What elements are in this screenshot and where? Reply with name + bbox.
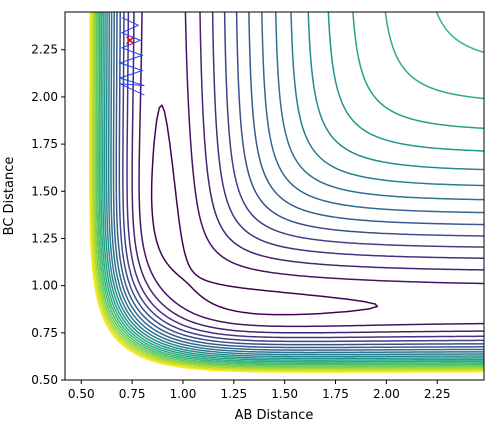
contour-level [98, 12, 484, 364]
contour-level [97, 12, 484, 366]
contour-level [131, 12, 484, 334]
y-axis-title: BC Distance [2, 157, 17, 236]
contour-level [107, 12, 484, 356]
contour-level [105, 12, 484, 358]
y-tick-label: 2.25 [31, 43, 58, 57]
contour-level [118, 12, 484, 346]
y-tick-label: 0.50 [31, 373, 58, 387]
contour-level [100, 12, 484, 363]
x-tick-label: 2.00 [373, 387, 400, 401]
contour-level [112, 12, 484, 351]
trajectory-path [118, 17, 145, 96]
plot-frame [64, 11, 485, 381]
x-tick-label: 0.50 [68, 387, 95, 401]
x-tick-label: 1.25 [220, 387, 247, 401]
x-tick-label: 2.25 [424, 387, 451, 401]
y-tick-label: 1.75 [31, 137, 58, 151]
x-axis-ticks: 0.50 0.75 1.00 1.25 1.50 1.75 2.00 2.25 [68, 380, 451, 401]
x-tick-label: 1.75 [322, 387, 349, 401]
x-tick-label: 0.75 [119, 387, 146, 401]
start-marker [126, 36, 135, 45]
contour-level [115, 12, 484, 349]
contour-level [90, 12, 484, 372]
contour-level [91, 12, 484, 371]
y-tick-label: 0.75 [31, 326, 58, 340]
start-x-mark [126, 36, 135, 45]
contour-level [122, 12, 484, 343]
contour-level [89, 12, 484, 373]
contour-level [95, 12, 484, 367]
contour-lines [89, 12, 484, 373]
contour-level [138, 12, 484, 328]
contour-level [102, 12, 484, 361]
contour-level [150, 104, 379, 316]
x-tick-label: 1.50 [271, 387, 298, 401]
y-tick-label: 2.00 [31, 90, 58, 104]
y-axis-ticks: 0.50 0.75 1.00 1.25 1.50 1.75 2.00 2.25 [31, 43, 65, 387]
y-tick-label: 1.50 [31, 184, 58, 198]
trajectory-line [118, 17, 145, 96]
contour-level [103, 12, 484, 360]
contour-level [92, 12, 484, 370]
contour-level [110, 12, 484, 354]
y-tick-label: 1.25 [31, 231, 58, 245]
contour-level [94, 12, 484, 369]
x-tick-label: 1.00 [170, 387, 197, 401]
y-tick-label: 1.00 [31, 279, 58, 293]
x-axis-title: AB Distance [235, 408, 314, 423]
